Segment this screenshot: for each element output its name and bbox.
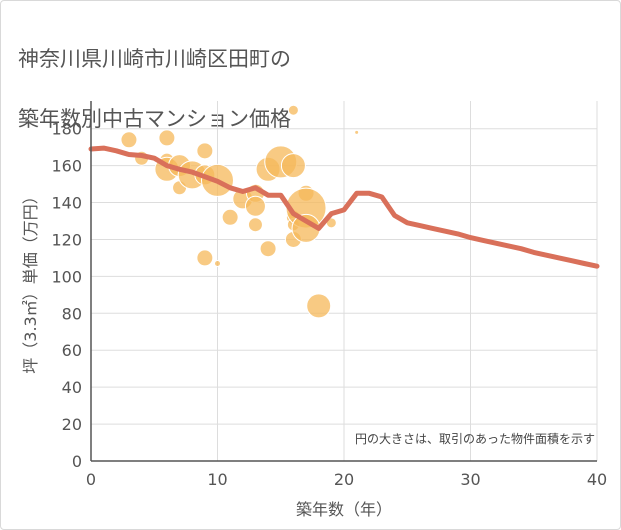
data-bubble	[306, 293, 332, 319]
chart-title: 神奈川県川崎市川崎区田町の 築年数別中古マンション価格	[18, 14, 518, 164]
y-tick-label: 140	[51, 194, 82, 213]
y-tick-label: 100	[51, 267, 82, 286]
chart-title-line-1: 神奈川県川崎市川崎区田町の	[18, 47, 291, 71]
data-bubble	[247, 217, 263, 233]
y-tick-label: 0	[72, 452, 82, 471]
x-tick-label: 20	[334, 470, 354, 489]
x-tick-label: 0	[86, 470, 96, 489]
x-tick-label: 30	[460, 470, 480, 489]
trend-layer	[88, 145, 600, 269]
y-tick-label: 20	[62, 415, 82, 434]
data-bubble	[214, 259, 221, 267]
bubble-layer	[120, 104, 360, 319]
data-bubble	[120, 131, 138, 149]
y-tick-label: 120	[51, 230, 82, 249]
data-bubble	[354, 129, 360, 135]
axes	[90, 101, 597, 462]
y-tick-label: 80	[62, 304, 82, 323]
data-bubble	[244, 195, 266, 217]
data-bubble	[259, 240, 277, 258]
labels: 0 20 40 60 80 100 120 140 160 180 0 10 20 30 40 築年数（年） 坪…	[21, 120, 607, 519]
data-bubble	[221, 208, 239, 226]
y-tick-label: 160	[51, 157, 82, 176]
x-axis-title: 築年数（年）	[296, 500, 392, 519]
chart-title-line-2: 築年数別中古マンション価格	[18, 107, 291, 131]
data-bubble	[280, 153, 306, 179]
y-tick-label: 40	[62, 378, 82, 397]
y-tick-label: 180	[51, 120, 82, 139]
data-bubble	[196, 142, 214, 160]
bubble-size-note: 円の大きさは、取引のあった物件面積を示す	[355, 431, 595, 446]
data-bubble	[158, 129, 176, 147]
x-tick-label: 40	[587, 470, 607, 489]
trend-line	[88, 145, 600, 269]
x-tick-label: 10	[207, 470, 227, 489]
y-axis-title: 坪（3.3㎡）単価（万円）	[21, 188, 40, 373]
y-tick-label: 60	[62, 341, 82, 360]
data-bubble	[196, 249, 214, 267]
data-bubble	[287, 104, 299, 116]
